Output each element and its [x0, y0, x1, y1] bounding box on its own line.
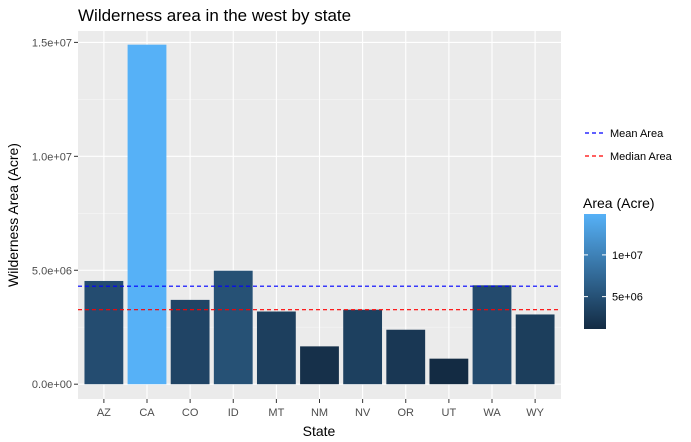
colorbar [584, 214, 606, 329]
x-tick-label: ID [228, 407, 239, 419]
bar-mt [256, 311, 296, 385]
x-axis: AZ CA CO ID MT NM NV OR UT WA WY [97, 399, 545, 419]
legend-label: Median Area [610, 151, 673, 163]
x-tick-label: AZ [97, 407, 111, 419]
x-tick-label: MT [268, 407, 284, 419]
x-tick-label: WA [483, 407, 501, 419]
bar-az [84, 280, 124, 385]
reference-lines [78, 285, 561, 311]
y-axis: 0.0e+00 5.0e+06 1.0e+07 1.5e+07 [32, 37, 78, 391]
x-tick-label: NV [355, 407, 371, 419]
x-tick-label: OR [398, 407, 415, 419]
y-tick-label: 5.0e+06 [32, 265, 72, 277]
bar-nm [300, 346, 339, 385]
bar-wy [515, 314, 555, 385]
bar-nv [343, 309, 383, 385]
bar-ca [127, 44, 167, 385]
y-tick-label: 1.5e+07 [32, 37, 72, 49]
color-legend: Area (Acre) 5e+06 1e+07 [583, 195, 655, 329]
bar-ut [429, 358, 469, 385]
x-axis-title: State [303, 423, 336, 439]
y-tick-label: 1.0e+07 [32, 151, 72, 163]
bar-co [170, 299, 210, 385]
legend-label: Mean Area [610, 128, 664, 140]
bar-id [213, 270, 253, 385]
chart-title: Wilderness area in the west by state [78, 6, 351, 25]
colorbar-tick-label: 1e+07 [612, 250, 643, 262]
line-legend: Mean Area Median Area [585, 128, 673, 163]
bar-wa [472, 285, 512, 385]
y-axis-title: Wilderness Area (Acre) [5, 143, 21, 287]
x-tick-label: CA [139, 407, 155, 419]
bar-or [386, 329, 426, 385]
colorbar-tick-label: 5e+06 [612, 292, 643, 304]
color-legend-title: Area (Acre) [583, 195, 655, 211]
colorbar-ticks: 5e+06 1e+07 [584, 250, 643, 304]
bars [84, 44, 555, 385]
x-tick-label: NM [311, 407, 328, 419]
x-tick-label: CO [182, 407, 199, 419]
y-tick-label: 0.0e+00 [32, 379, 72, 391]
x-tick-label: UT [442, 407, 457, 419]
x-tick-label: WY [526, 407, 544, 419]
